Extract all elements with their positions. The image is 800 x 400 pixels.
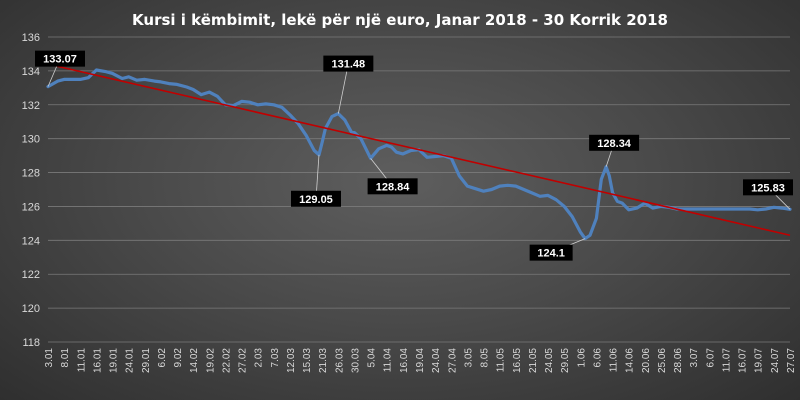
series-layer <box>46 63 792 241</box>
data-label-text: 131.48 <box>332 59 366 71</box>
y-tick-label: 122 <box>22 269 40 281</box>
x-tick-label: 24.07 <box>770 348 781 373</box>
x-tick-label: 24.05 <box>544 348 555 373</box>
x-tick-label: 21.03 <box>318 348 329 373</box>
trend-line <box>47 63 791 237</box>
data-label: 125.83 <box>743 179 793 210</box>
data-label-text: 128.84 <box>376 181 411 193</box>
data-label: 131.48 <box>323 55 374 114</box>
x-tick-label: 19.02 <box>205 348 216 373</box>
x-tick-label: 11.01 <box>76 348 87 373</box>
y-tick-label: 130 <box>22 134 40 146</box>
x-tick-label: 27.04 <box>447 348 458 373</box>
x-tick-label: 16.04 <box>399 348 410 373</box>
data-label: 128.84 <box>367 158 418 195</box>
x-tick-label: 15.03 <box>302 348 313 373</box>
x-tick-label: 16.07 <box>738 348 749 373</box>
exchange-rate-line <box>46 68 792 241</box>
data-label-text: 129.05 <box>299 194 333 206</box>
data-label: 128.34 <box>589 134 640 167</box>
x-tick-label: 29.01 <box>141 348 152 373</box>
x-tick-label: 3.01 <box>44 348 55 368</box>
x-tick-label: 24.04 <box>431 348 442 373</box>
x-tick-label: 22.02 <box>221 348 232 373</box>
y-axis-ticks: 118 120 122 124 126 128 130 132 134 136 <box>22 32 40 349</box>
x-tick-label: 3.07 <box>689 348 700 368</box>
data-labels: 133.07 131.48 129.05 128.84 128.34 124.1 125.8… <box>35 50 793 261</box>
data-label-box <box>290 190 341 207</box>
data-label-box <box>589 134 640 151</box>
data-label-text: 133.07 <box>43 54 77 66</box>
x-tick-label: 9.02 <box>173 348 184 368</box>
x-tick-label: 8.01 <box>60 348 71 368</box>
x-tick-label: 16.01 <box>92 348 103 373</box>
x-tick-label: 19.07 <box>754 348 765 373</box>
x-tick-label: 2.03 <box>254 348 265 368</box>
x-tick-label: 11.05 <box>496 348 507 373</box>
x-tick-label: 12.03 <box>286 348 297 373</box>
data-label-text: 125.83 <box>751 182 785 194</box>
x-tick-label: 20.06 <box>641 348 652 373</box>
x-tick-label: 14.02 <box>189 348 200 373</box>
x-tick-label: 27.02 <box>238 348 249 373</box>
data-label-text: 124.1 <box>537 248 565 260</box>
x-tick-label: 30.03 <box>350 348 361 373</box>
x-tick-label: 24.01 <box>125 348 136 373</box>
x-tick-label: 5.04 <box>367 348 378 368</box>
y-tick-label: 118 <box>22 337 40 349</box>
chart-title: Kursi i këmbimit, lekë për një euro, Jan… <box>132 11 668 29</box>
x-tick-label: 6.07 <box>705 348 716 368</box>
y-tick-label: 126 <box>22 201 40 213</box>
x-tick-label: 28.06 <box>673 348 684 373</box>
x-tick-label: 29.05 <box>560 348 571 373</box>
leader-line <box>337 63 349 114</box>
x-tick-label: 19.01 <box>109 348 120 373</box>
data-label-text: 128.34 <box>597 138 632 150</box>
x-tick-label: 11.06 <box>609 348 620 373</box>
x-tick-label: 8.05 <box>480 348 491 368</box>
x-tick-label: 16.05 <box>512 348 523 373</box>
data-label-box <box>367 178 418 195</box>
x-tick-label: 11.07 <box>721 348 732 373</box>
y-tick-label: 134 <box>22 66 40 78</box>
x-tick-label: 1.06 <box>576 348 587 368</box>
data-label-box <box>743 179 793 196</box>
x-tick-label: 19.04 <box>415 348 426 373</box>
x-tick-label: 11.04 <box>383 348 394 373</box>
x-tick-label: 14.06 <box>625 348 636 373</box>
x-tick-label: 21.05 <box>528 348 539 373</box>
x-tick-label: 27.07 <box>786 348 797 373</box>
gridlines <box>48 36 790 343</box>
x-tick-label: 3.05 <box>463 348 474 368</box>
x-tick-label: 6.06 <box>592 348 603 368</box>
x-tick-label: 25.06 <box>657 348 668 373</box>
data-label-box <box>323 55 374 72</box>
y-tick-label: 128 <box>22 168 40 180</box>
x-axis-ticks: 3.01 8.01 11.01 16.01 19.01 24.01 29.01 6.02 9.0… <box>44 348 797 373</box>
y-tick-label: 132 <box>22 100 40 112</box>
y-tick-label: 120 <box>22 303 40 315</box>
x-tick-label: 6.02 <box>157 348 168 368</box>
data-label: 124.1 <box>529 238 586 261</box>
x-tick-label: 26.03 <box>334 348 345 373</box>
y-tick-label: 124 <box>22 235 40 247</box>
data-label-box <box>529 244 573 261</box>
y-tick-label: 136 <box>22 32 40 44</box>
data-label-box <box>35 50 85 67</box>
x-tick-label: 7.03 <box>270 348 281 368</box>
data-label: 129.05 <box>290 154 341 207</box>
data-label: 133.07 <box>35 50 85 87</box>
